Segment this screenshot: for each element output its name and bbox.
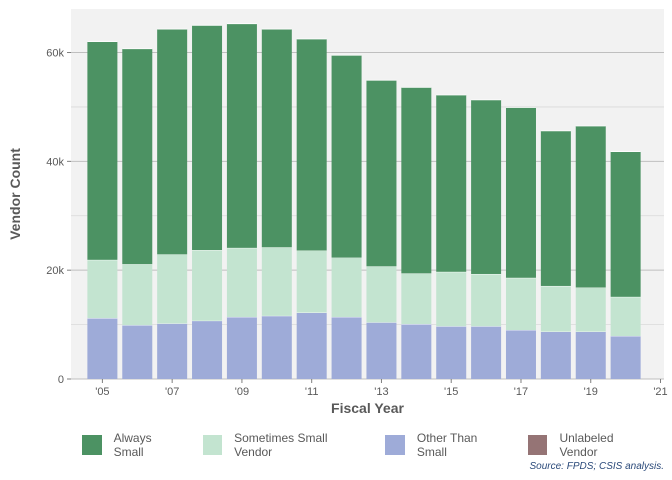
legend-label: Unlabeled Vendor	[559, 431, 614, 459]
legend-swatch	[202, 435, 223, 455]
bar-segment-always-small	[575, 125, 606, 288]
x-tick-label: '17	[514, 386, 528, 398]
bar-segment-other-than-small	[122, 325, 153, 379]
source-note: Source: FPDS; CSIS analysis.	[529, 461, 665, 472]
bar-segment-other-than-small	[226, 316, 257, 379]
bar-segment-always-small	[610, 151, 641, 297]
bar-segment-always-small	[366, 80, 397, 267]
bar-segment-other-than-small	[296, 312, 327, 379]
bar-segment-other-than-small	[192, 320, 223, 379]
x-tick-label: '09	[235, 386, 249, 398]
bar-segment-always-small	[157, 29, 188, 255]
y-tick-label: 20k	[46, 265, 64, 277]
legend: Always Small Sometimes Small Vendor Other …	[82, 431, 672, 459]
bar-segment-always-small	[261, 29, 292, 248]
x-tick-label: '07	[165, 386, 179, 398]
bar-segment-sometimes-small-vendor	[226, 247, 257, 317]
y-axis-title: Vendor Count	[7, 148, 23, 240]
bar-segment-always-small	[540, 130, 571, 286]
y-tick-label: 0	[58, 374, 64, 386]
y-tick-label: 60k	[46, 48, 64, 60]
legend-item: Sometimes Small Vendor	[202, 431, 367, 459]
x-tick-label: '05	[95, 386, 109, 398]
legend-swatch	[385, 435, 405, 455]
bar-segment-other-than-small	[331, 316, 362, 379]
x-tick-label: '11	[305, 386, 319, 398]
x-tick-label: '15	[444, 386, 458, 398]
x-tick-label: '13	[374, 386, 388, 398]
bar-segment-other-than-small	[505, 330, 536, 379]
legend-swatch	[527, 435, 548, 455]
bar-segment-other-than-small	[540, 331, 571, 379]
legend-label: Other Than Small	[416, 431, 478, 459]
bar-segment-always-small	[122, 48, 153, 265]
bar-segment-sometimes-small-vendor	[296, 250, 327, 313]
bar-segment-sometimes-small-vendor	[610, 296, 641, 337]
bar-segment-sometimes-small-vendor	[192, 250, 223, 321]
legend-item: Unlabeled Vendor	[527, 431, 653, 459]
bar-segment-always-small	[471, 99, 502, 274]
y-tick-label: 40k	[46, 156, 64, 168]
x-tick-label: '19	[584, 386, 598, 398]
x-axis-title: Fiscal Year	[331, 400, 404, 416]
legend-item: Always Small	[82, 431, 184, 459]
bar-segment-always-small	[401, 87, 432, 274]
bar-segment-always-small	[192, 25, 223, 251]
bar-segment-other-than-small	[87, 318, 118, 379]
bar-segment-always-small	[296, 38, 327, 251]
bar-segment-other-than-small	[436, 326, 467, 379]
bar-segment-always-small	[226, 23, 257, 248]
bar-segment-always-small	[87, 41, 118, 260]
legend-label: Sometimes Small Vendor	[234, 431, 328, 459]
bar-segment-sometimes-small-vendor	[401, 273, 432, 325]
bar-segment-sometimes-small-vendor	[157, 254, 188, 324]
legend-label: Always Small	[113, 431, 152, 459]
bar-segment-sometimes-small-vendor	[261, 247, 292, 316]
bar-segment-always-small	[331, 55, 362, 258]
bar-segment-sometimes-small-vendor	[575, 287, 606, 332]
legend-item: Other Than Small	[385, 431, 509, 459]
bar-segment-sometimes-small-vendor	[331, 257, 362, 317]
x-tick-label: '21	[653, 386, 667, 398]
bar-segment-other-than-small	[261, 315, 292, 379]
bar-segment-other-than-small	[366, 322, 397, 379]
legend-swatch	[82, 435, 102, 455]
bar-segment-sometimes-small-vendor	[122, 264, 153, 326]
bar-segment-other-than-small	[157, 323, 188, 379]
bar-segment-other-than-small	[575, 331, 606, 379]
bar-segment-always-small	[505, 107, 536, 278]
bar-segment-other-than-small	[471, 326, 502, 379]
bar-segment-sometimes-small-vendor	[87, 259, 118, 319]
bar-segment-sometimes-small-vendor	[505, 277, 536, 331]
bar-segment-sometimes-small-vendor	[471, 273, 502, 327]
bar-segment-other-than-small	[401, 324, 432, 379]
bar-segment-sometimes-small-vendor	[366, 266, 397, 323]
bar-segment-sometimes-small-vendor	[436, 271, 467, 327]
bar-segment-sometimes-small-vendor	[540, 285, 571, 332]
bar-segment-other-than-small	[610, 336, 641, 379]
bar-segment-always-small	[436, 94, 467, 272]
